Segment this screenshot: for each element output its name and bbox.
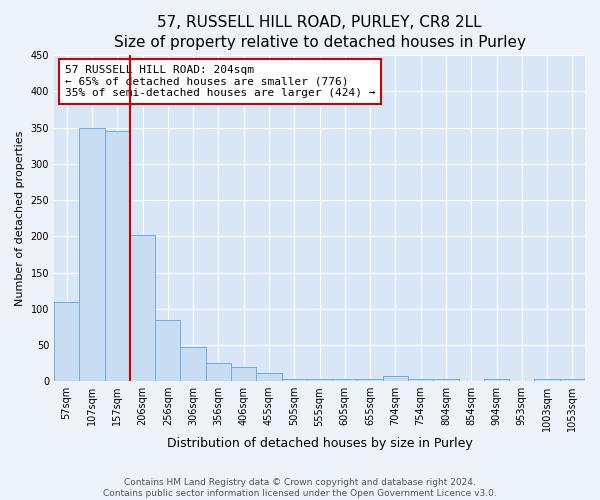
Bar xyxy=(383,376,408,381)
Bar xyxy=(206,363,231,381)
X-axis label: Distribution of detached houses by size in Purley: Distribution of detached houses by size … xyxy=(167,437,472,450)
Bar xyxy=(104,131,130,381)
Bar xyxy=(181,347,206,381)
Bar xyxy=(231,366,256,381)
Text: Contains HM Land Registry data © Crown copyright and database right 2024.
Contai: Contains HM Land Registry data © Crown c… xyxy=(103,478,497,498)
Y-axis label: Number of detached properties: Number of detached properties xyxy=(15,130,25,306)
Bar xyxy=(54,302,79,381)
Bar xyxy=(130,235,155,381)
Bar xyxy=(408,379,433,381)
Bar xyxy=(281,379,307,381)
Bar xyxy=(484,379,509,381)
Bar xyxy=(433,379,458,381)
Bar xyxy=(332,379,358,381)
Bar xyxy=(358,379,383,381)
Text: 57 RUSSELL HILL ROAD: 204sqm
← 65% of detached houses are smaller (776)
35% of s: 57 RUSSELL HILL ROAD: 204sqm ← 65% of de… xyxy=(65,65,375,98)
Bar xyxy=(256,373,281,381)
Bar xyxy=(560,379,585,381)
Title: 57, RUSSELL HILL ROAD, PURLEY, CR8 2LL
Size of property relative to detached hou: 57, RUSSELL HILL ROAD, PURLEY, CR8 2LL S… xyxy=(113,15,526,50)
Bar xyxy=(155,320,181,381)
Bar xyxy=(79,128,104,381)
Bar xyxy=(535,379,560,381)
Bar xyxy=(307,379,332,381)
